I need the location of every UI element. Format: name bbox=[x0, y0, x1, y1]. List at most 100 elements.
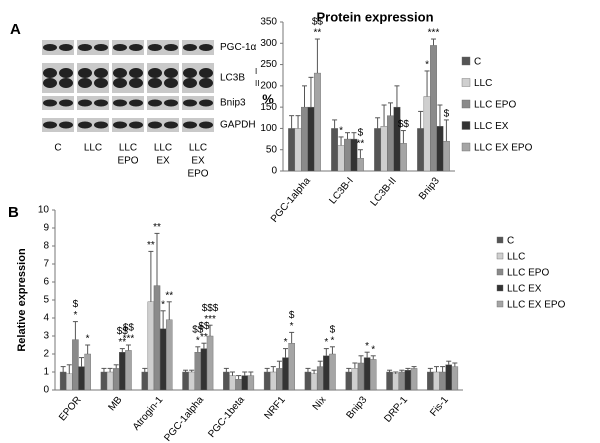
blot-band bbox=[78, 68, 92, 78]
legend-swatch bbox=[461, 121, 471, 130]
bar bbox=[386, 371, 393, 391]
y-tick-label: 4 bbox=[43, 313, 49, 324]
blot-band bbox=[164, 99, 178, 107]
x-tick-label: EPOR bbox=[57, 395, 84, 424]
x-tick-label: PGC-1alpha bbox=[269, 175, 313, 225]
y-tick-label: 5 bbox=[43, 295, 49, 306]
bar bbox=[417, 128, 425, 172]
blot-band-label: I bbox=[255, 67, 257, 76]
blot-band bbox=[183, 78, 197, 88]
significance-label: ** bbox=[118, 337, 126, 348]
blot-band bbox=[183, 121, 197, 129]
bar bbox=[427, 371, 434, 391]
blot-band bbox=[78, 99, 92, 107]
bar bbox=[72, 339, 79, 391]
blot-band bbox=[199, 44, 213, 51]
blot-band bbox=[43, 44, 57, 51]
bar bbox=[301, 106, 308, 172]
blot-band bbox=[148, 99, 162, 107]
significance-label: $ bbox=[289, 310, 295, 321]
bar bbox=[304, 371, 312, 391]
x-tick-label: PGC-1alpha bbox=[162, 394, 206, 443]
significance-label: ** bbox=[147, 240, 155, 251]
bar bbox=[369, 359, 377, 391]
blot-band bbox=[59, 44, 73, 51]
significance-label: * bbox=[290, 321, 294, 332]
significance-label: * bbox=[73, 310, 77, 321]
blot-row-label: GAPDH bbox=[220, 120, 256, 131]
significance-label: * bbox=[284, 337, 288, 348]
bar bbox=[398, 371, 406, 391]
legend-label: LLC EX EPO bbox=[474, 143, 533, 154]
bar bbox=[392, 373, 399, 391]
blot-row-label: LC3B bbox=[220, 73, 245, 84]
blot-band bbox=[43, 78, 57, 88]
significance-label: ** bbox=[200, 332, 208, 343]
bar bbox=[66, 373, 73, 391]
y-tick-label: 50 bbox=[266, 144, 278, 155]
bar bbox=[344, 138, 351, 172]
significance-label: ** bbox=[314, 28, 322, 39]
legend-label: LLC EX bbox=[507, 284, 542, 295]
significance-label: ** bbox=[165, 290, 173, 301]
legend-label: LLC bbox=[507, 252, 525, 263]
blot-strip bbox=[42, 40, 74, 55]
bar bbox=[241, 375, 248, 391]
significance-label: *** bbox=[204, 314, 216, 325]
y-tick-label: 9 bbox=[43, 223, 49, 234]
y-tick-label: 100 bbox=[260, 123, 277, 134]
blot-band bbox=[113, 44, 127, 51]
panel-label: B bbox=[8, 204, 19, 221]
chart-title: Protein expression bbox=[316, 9, 433, 24]
lane-label: LLC bbox=[154, 143, 172, 154]
blot-band bbox=[199, 121, 213, 129]
bar bbox=[270, 371, 277, 391]
bar bbox=[119, 352, 126, 391]
blot-band bbox=[148, 44, 162, 51]
bar bbox=[159, 328, 167, 391]
bar bbox=[423, 96, 431, 172]
bar bbox=[329, 353, 336, 391]
blot-band bbox=[164, 121, 178, 129]
legend-swatch bbox=[461, 99, 471, 109]
significance-label: * bbox=[371, 344, 375, 355]
y-axis-label: Relative expression bbox=[16, 248, 28, 352]
bar bbox=[59, 371, 67, 391]
bar bbox=[263, 371, 271, 391]
blot-band bbox=[164, 68, 178, 78]
blot-band bbox=[113, 68, 127, 78]
x-tick-label: Bnip3 bbox=[417, 175, 442, 202]
significance-label: *** bbox=[428, 28, 440, 39]
bar bbox=[433, 371, 440, 391]
blot-band bbox=[129, 68, 143, 78]
bar bbox=[288, 128, 296, 172]
y-tick-label: 1 bbox=[43, 367, 49, 378]
bar bbox=[294, 128, 302, 172]
blot-band-label: II bbox=[255, 79, 259, 88]
blot-band bbox=[148, 78, 162, 88]
bar bbox=[313, 72, 321, 172]
bar bbox=[165, 319, 173, 391]
legend-label: LLC EX bbox=[474, 121, 509, 132]
significance-label: *** bbox=[123, 334, 135, 345]
blot-band bbox=[43, 99, 57, 107]
significance-label: * bbox=[161, 299, 165, 310]
bar bbox=[439, 371, 446, 391]
x-tick-label: Bnip3 bbox=[344, 394, 369, 421]
bar bbox=[331, 128, 339, 172]
blot-band bbox=[129, 44, 143, 51]
bar bbox=[100, 371, 108, 391]
bar bbox=[276, 368, 283, 391]
significance-label: * bbox=[324, 337, 328, 348]
blot-band bbox=[59, 121, 73, 129]
bar bbox=[106, 371, 114, 391]
y-tick-label: 150 bbox=[260, 102, 277, 113]
y-tick-label: 250 bbox=[260, 59, 277, 70]
blot-strip bbox=[182, 40, 214, 55]
bar bbox=[316, 366, 324, 391]
blot-band bbox=[94, 44, 108, 51]
bar bbox=[247, 375, 255, 391]
lane-label: LLC bbox=[84, 143, 102, 154]
bar bbox=[188, 371, 195, 391]
